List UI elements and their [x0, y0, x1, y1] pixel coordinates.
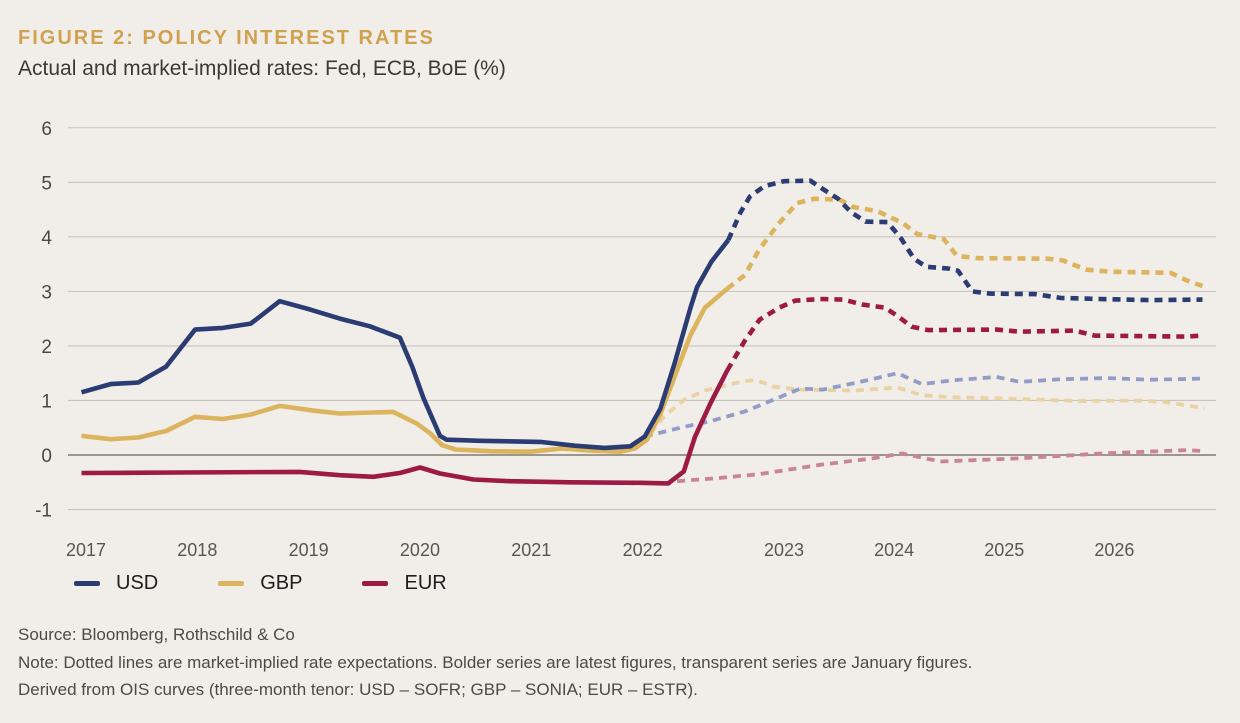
- y-tick-label: 3: [41, 282, 52, 303]
- y-axis-labels: 6 5 4 3 2 1 0 -1: [35, 119, 52, 522]
- source-note: Source: Bloomberg, Rothschild & Co: [18, 625, 295, 644]
- legend-label: USD: [116, 572, 159, 594]
- y-tick-label: -1: [35, 501, 52, 522]
- legend-label: EUR: [404, 572, 447, 594]
- usd-line-swatch: [74, 581, 100, 586]
- y-tick-label: 0: [41, 446, 52, 467]
- footer-notes: Source: Bloomberg, Rothschild & Co Note:…: [18, 621, 972, 704]
- series-gbp-implied-latest-: [725, 196, 1204, 291]
- series-usd-implied-january-figures-: [644, 371, 1203, 439]
- derivation-note: Derived from OIS curves (three-month ten…: [18, 680, 698, 699]
- legend-label: GBP: [260, 572, 303, 594]
- x-tick-label: 2024: [874, 540, 914, 560]
- x-axis-labels: 2017 2018 2019 2020 2021 2022 2023 2024 2025 2026: [66, 540, 1134, 560]
- x-tick-label: 2021: [511, 540, 551, 560]
- x-tick-label: 2018: [177, 540, 217, 560]
- y-tick-label: 4: [41, 228, 52, 249]
- series-eur-implied-latest-: [725, 296, 1203, 372]
- legend-item-usd: USD: [74, 572, 158, 595]
- series-usd-actual: [80, 238, 731, 451]
- series-gbp-implied-january-figures-: [648, 377, 1206, 435]
- x-tick-label: 2017: [66, 540, 106, 560]
- series-usd-implied-latest-: [726, 178, 1203, 303]
- series-eur-implied-january-figures-: [676, 448, 1205, 484]
- gbp-line-swatch: [218, 581, 245, 586]
- figure-title: FIGURE 2: POLICY INTEREST RATES: [18, 27, 435, 49]
- x-tick-label: 2020: [400, 540, 440, 560]
- y-tick-label: 2: [41, 337, 52, 358]
- x-tick-label: 2025: [984, 540, 1024, 560]
- y-tick-label: 6: [41, 119, 52, 140]
- chart-legend: USD GBP EUR: [74, 572, 447, 595]
- x-tick-label: 2019: [289, 540, 329, 560]
- eur-line-swatch: [362, 581, 389, 586]
- legend-item-eur: EUR: [362, 572, 447, 595]
- x-tick-label: 2026: [1094, 540, 1134, 560]
- figure-subtitle: Actual and market-implied rates: Fed, EC…: [18, 57, 506, 80]
- legend-item-gbp: GBP: [218, 572, 302, 595]
- series-gbp-actual: [81, 286, 729, 455]
- y-tick-label: 5: [41, 173, 52, 194]
- methodology-note: Note: Dotted lines are market-implied ra…: [18, 652, 973, 672]
- x-tick-label: 2023: [764, 540, 804, 560]
- series-eur-actual: [81, 369, 730, 486]
- gridlines: [68, 127, 1216, 511]
- series-lines: [80, 178, 1206, 486]
- y-tick-label: 1: [41, 391, 52, 412]
- x-tick-label: 2022: [623, 540, 663, 560]
